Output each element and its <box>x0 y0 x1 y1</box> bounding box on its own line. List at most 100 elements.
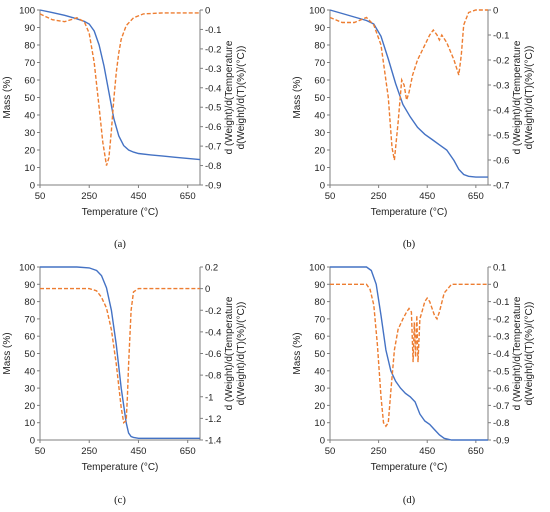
y-tick-label: 70 <box>24 314 35 325</box>
y2-tick-label: 0 <box>205 284 210 295</box>
y-tick-label: 50 <box>314 349 325 360</box>
y-tick-label: 90 <box>24 23 35 34</box>
y-tick-label: 100 <box>19 263 35 274</box>
x-tick-label: 250 <box>81 191 97 202</box>
y2-axis-title-line1: d (Weight)/d(Temperature <box>512 296 523 410</box>
y2-tick-label: -0.9 <box>493 436 509 447</box>
y2-tick-label: -0.7 <box>205 142 221 153</box>
y-tick-label: 30 <box>24 128 35 139</box>
y-tick-label: 0 <box>30 181 35 192</box>
y2-axis-title-line1: d (Weight)/d(Temperature <box>224 296 235 410</box>
y2-tick-label: -0.4 <box>493 349 509 360</box>
panel-label: (c) <box>114 495 126 506</box>
x-tick-label: 450 <box>419 191 435 202</box>
y2-tick-label: -0.5 <box>205 103 221 114</box>
y2-tick-label: 0.1 <box>493 263 506 274</box>
y-axis-title: Mass (%) <box>292 76 303 118</box>
y2-tick-label: -0.6 <box>205 349 221 360</box>
x-tick-label: 50 <box>35 191 46 202</box>
chart-panel-3: 0 10 20 30 40 50 60 70 80 90 100 0.1 0 -0.1 -0.2 -0.3 -0… <box>292 263 535 507</box>
y-tick-label: 10 <box>24 418 35 429</box>
y2-tick-label: -0.2 <box>493 56 509 67</box>
x-tick-label: 450 <box>131 191 147 202</box>
x-tick-label: 50 <box>35 446 46 457</box>
y2-tick-label: -0.7 <box>493 401 509 412</box>
y-tick-label: 10 <box>24 163 35 174</box>
y-axis-title: Mass (%) <box>2 332 13 374</box>
y-tick-label: 70 <box>314 314 325 325</box>
x-axis-title: Temperature (°C) <box>371 462 448 473</box>
y2-tick-label: -0.4 <box>493 106 509 117</box>
y2-tick-label: -0.4 <box>205 83 221 94</box>
x-tick-label: 650 <box>468 446 484 457</box>
y2-tick-label: -0.6 <box>493 156 509 167</box>
y-tick-label: 80 <box>24 41 35 52</box>
x-axis-title: Temperature (°C) <box>82 462 159 473</box>
y-axis-title: Mass (%) <box>2 76 13 118</box>
y-tick-label: 60 <box>24 332 35 343</box>
y2-tick-label: -0.5 <box>493 366 509 377</box>
y-tick-label: 70 <box>24 58 35 69</box>
y-tick-label: 20 <box>314 401 325 412</box>
y-tick-label: 10 <box>314 418 325 429</box>
y-tick-label: 100 <box>309 6 325 17</box>
y2-tick-label: -0.6 <box>493 384 509 395</box>
x-tick-label: 650 <box>180 446 196 457</box>
y-tick-label: 100 <box>309 263 325 274</box>
y-tick-label: 60 <box>24 76 35 87</box>
y-tick-label: 80 <box>314 41 325 52</box>
y2-tick-label: -0.1 <box>205 25 221 36</box>
x-tick-label: 50 <box>325 191 336 202</box>
y-tick-label: 40 <box>314 366 325 377</box>
y-tick-label: 90 <box>24 280 35 291</box>
y2-tick-label: -1.2 <box>205 414 221 425</box>
y-tick-label: 60 <box>314 332 325 343</box>
x-tick-label: 650 <box>180 191 196 202</box>
y2-axis-title-line1: d (Weight)/d(Temperature <box>512 40 523 154</box>
derivative-line <box>329 9 488 161</box>
y-tick-label: 90 <box>314 280 325 291</box>
x-axis-title: Temperature (°C) <box>82 207 159 218</box>
derivative-line <box>330 283 488 428</box>
y2-axis-title-line2: d(Weight)/d(T)(%)/(°C)) <box>236 46 247 150</box>
chart-panel-0: 0 10 20 30 40 50 60 70 80 90 100 0 -0.1 -0.2 -0.3 -0.4 -… <box>2 6 247 251</box>
y-tick-label: 20 <box>24 146 35 157</box>
panel-label: (a) <box>114 239 126 250</box>
mass-line <box>39 9 201 161</box>
y-tick-label: 0 <box>320 181 325 192</box>
mass-line <box>329 9 488 178</box>
y2-axis-title-line1: d (Weight)/d(Temperature <box>224 40 235 154</box>
y-tick-label: 90 <box>314 23 325 34</box>
y2-tick-label: -0.9 <box>205 181 221 192</box>
y-tick-label: 30 <box>314 128 325 139</box>
y-tick-label: 20 <box>24 401 35 412</box>
y2-tick-label: -0.1 <box>493 31 509 42</box>
y2-tick-label: -0.5 <box>493 131 509 142</box>
y-tick-label: 50 <box>24 93 35 104</box>
y-tick-label: 0 <box>320 436 325 447</box>
y2-axis-title-line2: d(Weight)/d(T)(%)/(°C)) <box>524 46 535 150</box>
y-tick-label: 50 <box>24 349 35 360</box>
y2-tick-label: -0.3 <box>493 81 509 92</box>
y2-tick-label: -0.7 <box>493 181 509 192</box>
x-tick-label: 450 <box>131 446 147 457</box>
y2-tick-label: -0.8 <box>205 371 221 382</box>
y-tick-label: 40 <box>24 366 35 377</box>
y2-tick-label: -0.8 <box>493 418 509 429</box>
x-tick-label: 450 <box>419 446 435 457</box>
y2-tick-label: 0 <box>493 6 498 17</box>
y2-tick-label: -0.2 <box>205 306 221 317</box>
y2-tick-label: 0.2 <box>205 263 218 274</box>
y2-tick-label: -0.3 <box>493 332 509 343</box>
x-tick-label: 650 <box>468 191 484 202</box>
y-tick-label: 30 <box>314 384 325 395</box>
derivative-line <box>40 287 200 425</box>
chart-panel-1: 0 10 20 30 40 50 60 70 80 90 100 0 -0.1 -0.2 -0.3 -0.4 -… <box>292 6 535 251</box>
y2-tick-label: -1 <box>205 392 213 403</box>
y-axis-title: Mass (%) <box>292 332 303 374</box>
y-tick-label: 20 <box>314 146 325 157</box>
panel-label: (b) <box>403 239 416 250</box>
y-tick-label: 80 <box>24 297 35 308</box>
derivative-line <box>39 12 200 166</box>
